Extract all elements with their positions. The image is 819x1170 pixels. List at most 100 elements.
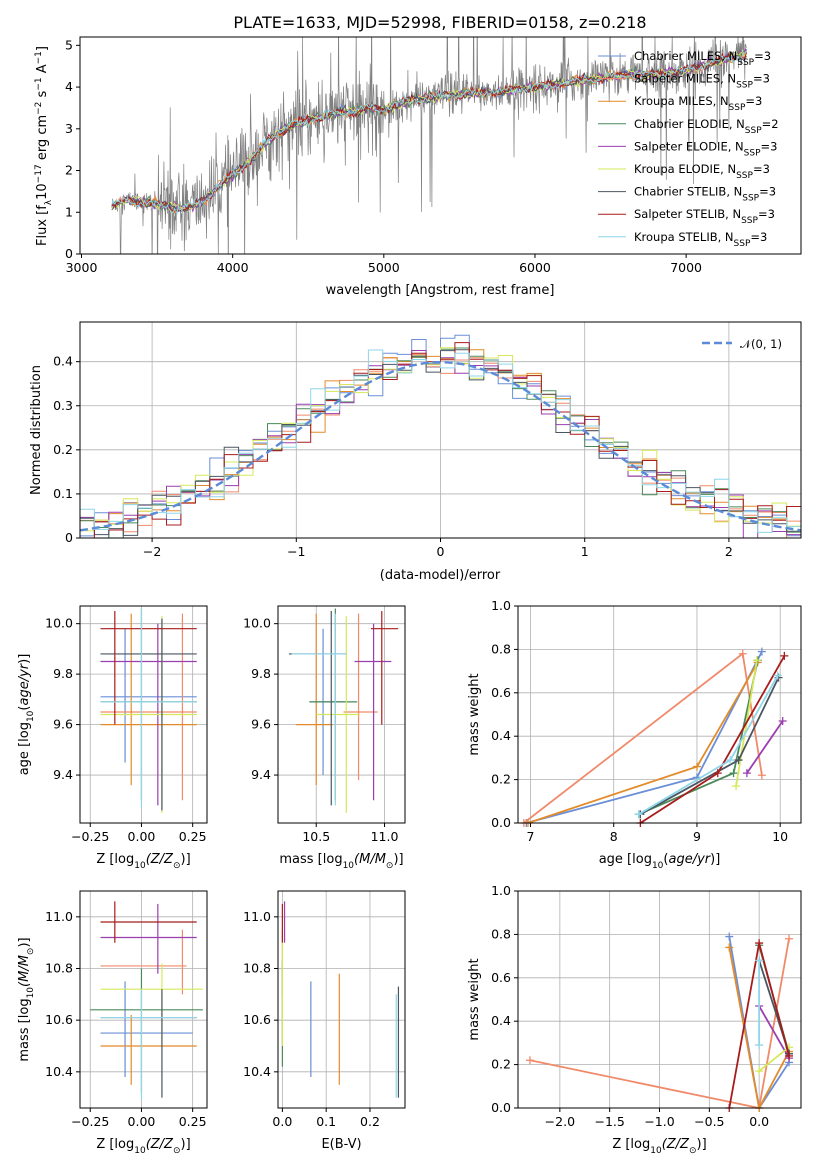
x-tick-label: 6000 (519, 260, 551, 275)
x-axis-label: Z [log10(Z/Z⊙)] (96, 852, 190, 871)
weight-line (758, 1046, 790, 1072)
y-tick-label: 9.6 (251, 717, 271, 732)
y-tick-label: 0 (65, 530, 73, 545)
y-axis-label: age [log10(age/yr)] (17, 654, 36, 776)
x-tick-label: 0.0 (272, 1114, 292, 1129)
y-tick-label: 9.6 (53, 717, 73, 732)
x-tick-label: 8 (610, 829, 618, 844)
x-tick-label: 0.25 (179, 829, 207, 844)
weight-marker (785, 934, 794, 943)
y-tick-label: 0.6 (491, 970, 511, 985)
axes-frame (517, 605, 802, 824)
weight-line (638, 660, 759, 816)
normal-reference-curve (79, 360, 802, 532)
weight-line (526, 651, 763, 823)
y-tick-label: 9.4 (53, 767, 73, 782)
x-axis-label: Z [log10(Z/Z⊙)] (612, 1137, 706, 1156)
axes-frame (277, 605, 406, 824)
axes-frame (79, 36, 802, 255)
x-tick-label: 0.00 (128, 1114, 156, 1129)
axes-frame (277, 890, 406, 1109)
x-tick-label: 0.00 (128, 829, 156, 844)
y-axis-label: mass [log10(M/M⊙)] (17, 937, 36, 1061)
x-axis-label: (data-model)/error (380, 568, 501, 583)
weight-marker (755, 939, 764, 948)
y-tick-label: 0.2 (491, 1057, 511, 1072)
x-tick-label: 0.0 (749, 1114, 769, 1129)
x-tick-label: 2 (725, 544, 733, 559)
y-tick-label: 0.4 (491, 1013, 511, 1028)
y-tick-label: 9.8 (53, 666, 73, 681)
x-tick-label: −1 (287, 544, 305, 559)
x-axis-label: E(B-V) (321, 1137, 361, 1152)
weight-marker (757, 771, 766, 780)
weight-marker (778, 717, 787, 726)
weight-line (527, 661, 759, 823)
x-tick-label: −2.0 (545, 1114, 575, 1129)
weight-marker (755, 1041, 764, 1050)
weight-marker (755, 956, 764, 965)
y-tick-label: 0.1 (53, 486, 73, 501)
y-tick-label: 1.0 (491, 883, 511, 898)
x-tick-label: 7 (527, 829, 535, 844)
y-tick-label: 3 (65, 121, 73, 136)
weight-marker (692, 762, 701, 771)
weight-line (728, 936, 790, 1108)
axes-frame (517, 890, 802, 1109)
y-tick-label: 10.8 (45, 961, 73, 976)
weight-marker (713, 769, 722, 778)
y-tick-label: 4 (65, 79, 73, 94)
x-tick-label: 0.25 (179, 1114, 207, 1129)
spectrum-panel: 3000 4000 5000 6000 7000 0 1 2 3 4 5 Chabrier MILES… (34, 36, 802, 298)
y-tick-label: 0.8 (491, 641, 511, 656)
weight-marker (729, 769, 738, 778)
y-tick-label: 10.4 (243, 1064, 271, 1079)
figure-title: PLATE=1633, MJD=52998, FIBERID=0158, z=0… (233, 13, 646, 32)
weight-marker (752, 656, 761, 665)
y-tick-label: 10.0 (243, 616, 271, 631)
x-tick-label: −1.0 (644, 1114, 674, 1129)
legend-entry: Salpeter ELODIE, NSSP=3 (634, 139, 777, 158)
weight-marker (725, 932, 734, 941)
y-tick-label: 0.6 (491, 685, 511, 700)
legend-entry: Kroupa STELIB, NSSP=3 (634, 230, 767, 249)
axes-frame (79, 605, 208, 824)
y-axis-label: Flux [fλ10−17 erg cm−2 s−1 A−1] (34, 46, 54, 246)
weight-marker (773, 671, 782, 680)
weight-line (728, 947, 790, 1108)
y-tick-label: 10.4 (45, 1064, 73, 1079)
y-tick-label: 9.4 (251, 767, 271, 782)
y-tick-label: 1.0 (491, 598, 511, 613)
x-tick-label: −0.25 (71, 829, 109, 844)
x-tick-label: 9 (693, 829, 701, 844)
model-spectrum-line (111, 50, 747, 215)
legend-entry: Chabrier MILES, NSSP=3 (634, 49, 771, 68)
legend-entry: Salpeter MILES, NSSP=3 (634, 72, 770, 91)
y-tick-label: 10.6 (243, 1012, 271, 1027)
y-tick-label: 0.2 (53, 442, 73, 457)
legend-entry: Kroupa MILES, NSSP=3 (634, 94, 762, 113)
y-tick-label: 0.4 (491, 728, 511, 743)
legend-entry: Salpeter STELIB, NSSP=3 (634, 207, 775, 226)
weight-marker (732, 782, 741, 791)
y-axis-label: Normed distribution (29, 365, 44, 495)
y-tick-label: 0.8 (491, 926, 511, 941)
y-tick-label: 2 (65, 163, 73, 178)
weight-marker (525, 1056, 534, 1065)
y-tick-label: 9.8 (251, 666, 271, 681)
weight-marker (734, 756, 743, 765)
weight-vs-metallicity-panel: −2.0 −1.5 −1.0 −0.5 0.0 0.0 0.2 0.4 0.6 0.8 1.0 Z [… (467, 883, 802, 1156)
weight-marker (726, 756, 735, 765)
mass-vs-extinction-panel: 0.0 0.1 0.2 10.4 10.6 10.8 11.0 E(B-V) (243, 890, 406, 1152)
weight-marker (755, 1067, 764, 1076)
x-tick-label: 4000 (217, 260, 249, 275)
y-tick-label: 11.0 (45, 909, 73, 924)
x-tick-label: 5000 (368, 260, 400, 275)
weight-marker (742, 769, 751, 778)
y-tick-label: 10.6 (45, 1012, 73, 1027)
weight-line (523, 652, 763, 823)
y-tick-label: 0.2 (491, 772, 511, 787)
x-tick-label: 0.2 (360, 1114, 380, 1129)
age-vs-mass-panel: 10.5 11.0 9.4 9.6 9.8 10.0 mass [log10(M/M⊙)] (243, 605, 406, 871)
age-vs-metallicity-panel: −0.25 0.00 0.25 9.4 9.6 9.8 10.0 Z [log10(Z/Z⊙)… (17, 605, 208, 871)
